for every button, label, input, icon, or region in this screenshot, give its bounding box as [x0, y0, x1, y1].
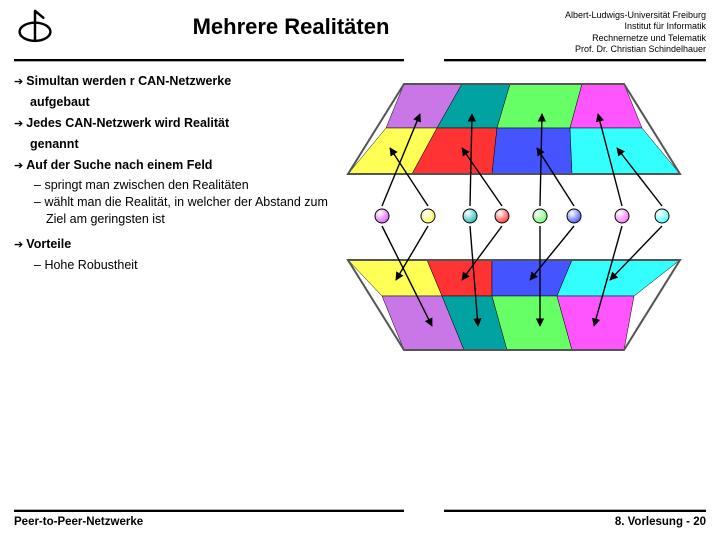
- sub-bullet: Hohe Robustheit: [14, 257, 334, 274]
- bullet-item: Vorteile: [14, 236, 334, 253]
- footer-right: 8. Vorlesung - 20: [615, 516, 706, 528]
- affiliation: Albert-Ludwigs-Universität Freiburg Inst…: [526, 8, 706, 55]
- affil-line: Albert-Ludwigs-Universität Freiburg: [526, 10, 706, 21]
- footer-left: Peer-to-Peer-Netzwerke: [14, 516, 143, 528]
- affil-line: Rechnernetze und Telematik: [526, 33, 706, 44]
- sub-bullet: wählt man die Realität, in welcher der A…: [14, 194, 334, 228]
- affil-line: Prof. Dr. Christian Schindelhauer: [526, 44, 706, 55]
- bullet-cont: aufgebaut: [14, 94, 334, 111]
- bullet-item: Auf der Suche nach einem Feld: [14, 157, 334, 174]
- sub-bullet: springt man zwischen den Realitäten: [14, 177, 334, 194]
- bullet-item: Simultan werden r CAN-Netzwerke: [14, 73, 334, 90]
- bullet-cont: genannt: [14, 136, 334, 153]
- bullet-list: Simultan werden r CAN-Netzwerke aufgebau…: [14, 73, 334, 373]
- diagram: [342, 73, 710, 373]
- bullet-item: Jedes CAN-Netzwerk wird Realität: [14, 115, 334, 132]
- slide-title: Mehrere Realitäten: [56, 14, 526, 40]
- affil-line: Institut für Informatik: [526, 21, 706, 32]
- logo-icon: [14, 8, 56, 50]
